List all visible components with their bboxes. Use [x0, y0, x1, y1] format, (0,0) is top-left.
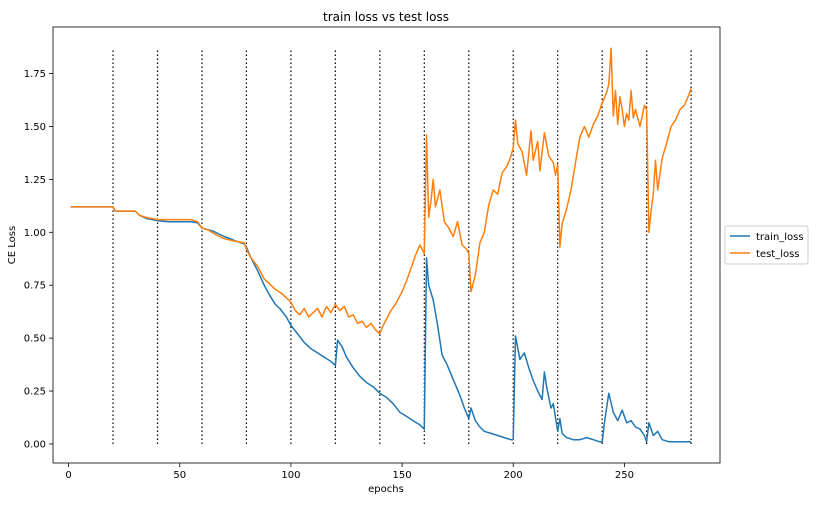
y-tick-label: 1.75 [24, 69, 46, 80]
x-tick-label: 0 [65, 470, 71, 481]
legend-label-test-loss: test_loss [756, 249, 800, 260]
legend-label-train-loss: train_loss [756, 232, 804, 243]
y-tick-label: 1.25 [24, 175, 46, 186]
legend: train_loss test_loss [724, 225, 809, 265]
plot-area [70, 47, 692, 444]
x-axis: 0 50 100 150 200 250 [65, 463, 634, 481]
x-tick-label: 200 [504, 470, 523, 481]
y-tick-label: 1.50 [24, 122, 46, 133]
x-tick-label: 150 [393, 470, 412, 481]
x-tick-label: 250 [615, 470, 634, 481]
series-line-train-loss [70, 206, 692, 443]
y-tick-label: 0.75 [24, 281, 46, 292]
axes-frame [52, 26, 721, 464]
y-axis: 0.00 0.25 0.50 0.75 1.00 1.25 1.50 1.75 [24, 69, 53, 450]
x-tick-label: 50 [173, 470, 186, 481]
x-axis-label: epochs [368, 484, 404, 495]
y-tick-label: 0.50 [24, 334, 46, 345]
y-axis-label: CE Loss [7, 226, 18, 264]
y-tick-label: 1.00 [24, 228, 46, 239]
y-tick-label: 0.00 [24, 439, 46, 450]
series-line-test-loss [70, 47, 692, 335]
x-tick-label: 100 [281, 470, 300, 481]
chart-title: train loss vs test loss [323, 10, 449, 24]
y-tick-label: 0.25 [24, 387, 46, 398]
